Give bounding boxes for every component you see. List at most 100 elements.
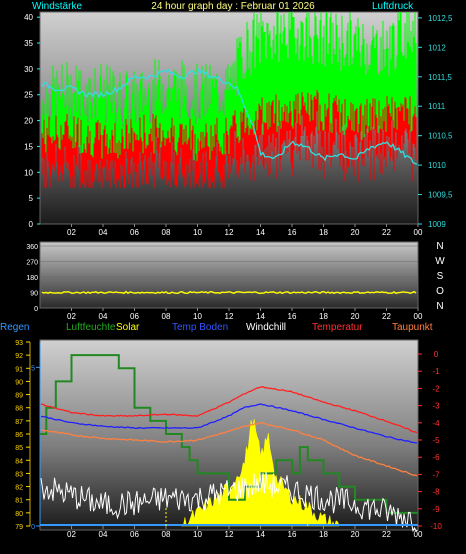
humidity-axis-label: 83 [15,471,23,478]
direction-x-label: 06 [130,312,139,321]
humidity-axis-label: 85 [15,445,23,452]
pressure-axis-label: 1011,5 [428,73,452,82]
temp-x-label: 04 [99,530,108,539]
direction-axis-label: 90 [30,291,38,298]
wind-direction-line [41,290,417,295]
wind-axis-label: 30 [24,65,33,74]
humidity-axis-label: 80 [15,511,23,518]
ground-temp-line [40,403,418,444]
direction-x-label: 02 [67,312,76,321]
legend-ground-temp: Temp Boden [172,322,228,333]
pressure-axis-label: 1012,5 [428,14,453,23]
temp-axis-label: -9 [432,505,440,514]
rain-axis-label: 0 [31,524,35,531]
wind-axis-label: 10 [24,168,33,177]
direction-compass-label: N [436,301,443,312]
temp-axis-label: -10 [430,522,442,531]
pressure-axis-label: 1012 [428,43,446,52]
direction-x-label: 22 [382,312,391,321]
direction-axis-label: 180 [26,275,38,282]
humidity-axis-label: 81 [15,498,23,505]
direction-compass-label: S [437,271,444,282]
temp-axis-label: -8 [432,488,440,497]
wind-axis-label: 40 [24,13,33,22]
temp-axis-label: -7 [432,470,440,479]
temp-x-label: 22 [382,530,391,539]
temp-x-label: 12 [225,530,234,539]
humidity-axis-label: 86 [15,432,23,439]
direction-compass-label: N [436,241,443,252]
humidity-axis-label: 93 [15,340,23,347]
temp-axis-label: -4 [432,419,440,428]
right-axis-title: Luftdruck [372,1,414,12]
direction-x-label: 04 [99,312,108,321]
legend-windchill: Windchill [246,322,286,333]
temp-x-label: 02 [67,530,76,539]
temp-x-label: 08 [162,530,171,539]
humidity-axis-label: 87 [15,419,23,426]
direction-axis-label: 0 [34,306,38,313]
humidity-axis-label: 90 [15,379,23,386]
wind-axis-label: 15 [24,142,33,151]
direction-compass-label: W [435,256,445,267]
legend: Regen Luftfeuchte Solar Temp Boden Windc… [0,322,433,333]
temp-x-label: 14 [256,530,265,539]
direction-axis-label: 270 [26,260,38,267]
wind-x-label: 08 [162,228,171,237]
temp-x-label: 00 [414,530,423,539]
wind-x-label: 12 [225,228,234,237]
direction-panel-bg [39,241,419,309]
wind-x-label: 00 [414,228,423,237]
humidity-axis-label: 79 [15,524,23,531]
windchill-line [40,471,418,533]
wind-x-label: 02 [67,228,76,237]
humidity-axis-label: 92 [15,353,23,360]
legend-rain: Regen [0,322,29,333]
temp-axis-label: 0 [434,350,439,359]
left-axis-title: Windstärke [32,1,82,12]
direction-x-label: 20 [351,312,360,321]
wind-x-label: 10 [193,228,202,237]
pressure-axis-label: 1010 [428,161,446,170]
dewpoint-line [40,421,418,477]
humidity-axis-label: 84 [15,458,23,465]
axis-labels: 051015202530354010091009,510101010,51011… [15,13,453,539]
humidity-line [40,354,418,514]
wind-axis-label: 0 [29,220,34,229]
pressure-axis-label: 1010,5 [428,132,453,141]
direction-axis-label: 360 [26,244,38,251]
pressure-axis-label: 1009,5 [428,191,453,200]
rain-axis-label: 5 [31,365,35,372]
legend-temperature: Temperatur [312,322,363,333]
series-layer [40,12,418,533]
humidity-axis-label: 89 [15,393,23,400]
temp-x-label: 10 [193,530,202,539]
wind-axis-label: 20 [24,117,33,126]
wind-x-label: 06 [130,228,139,237]
temp-axis-label: -5 [432,436,440,445]
pressure-axis-label: 1009 [428,220,446,229]
wind-x-label: 20 [351,228,360,237]
temperature-line [40,386,418,434]
direction-x-label: 08 [162,312,171,321]
wind-axis-label: 5 [29,194,34,203]
wind-x-label: 04 [99,228,108,237]
direction-x-label: 00 [414,312,423,321]
chart-title: 24 hour graph day : Februar 01 2026 [151,1,315,12]
wind-axis-label: 25 [24,91,33,100]
pressure-line [40,67,418,165]
direction-x-label: 12 [225,312,234,321]
humidity-axis-label: 88 [15,406,23,413]
direction-x-label: 14 [256,312,265,321]
wind-x-label: 22 [382,228,391,237]
wind-x-label: 18 [319,228,328,237]
humidity-axis-label: 91 [15,366,23,373]
temp-x-label: 18 [319,530,328,539]
temp-axis-label: -2 [432,384,440,393]
wind-x-label: 14 [256,228,265,237]
direction-x-label: 16 [288,312,297,321]
direction-compass-label: O [436,286,444,297]
humidity-axis-label: 82 [15,485,23,492]
wind-axis-label: 35 [24,39,33,48]
